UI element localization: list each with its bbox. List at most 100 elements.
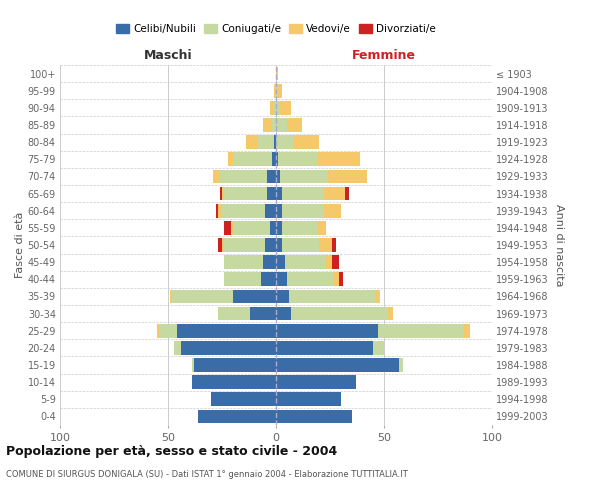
Bar xyxy=(276,272,287,286)
Bar xyxy=(198,410,276,424)
Y-axis label: Anni di nascita: Anni di nascita xyxy=(554,204,565,286)
Bar xyxy=(272,118,276,132)
Bar xyxy=(289,290,376,304)
Bar xyxy=(175,341,181,354)
Bar xyxy=(268,170,276,183)
Bar xyxy=(399,358,403,372)
Bar xyxy=(218,204,222,218)
Bar xyxy=(222,238,224,252)
Bar xyxy=(283,204,323,218)
Text: Maschi: Maschi xyxy=(143,48,193,62)
Bar xyxy=(276,118,287,132)
Bar xyxy=(323,204,341,218)
Bar xyxy=(291,306,388,320)
Bar xyxy=(224,186,268,200)
Bar xyxy=(377,324,464,338)
Bar xyxy=(263,256,276,269)
Bar xyxy=(269,101,274,114)
Bar xyxy=(269,221,276,234)
Bar xyxy=(276,186,283,200)
Bar xyxy=(229,152,233,166)
Bar xyxy=(276,376,356,389)
Bar xyxy=(276,101,280,114)
Bar xyxy=(388,306,392,320)
Bar xyxy=(233,290,276,304)
Bar xyxy=(284,256,326,269)
Bar xyxy=(280,170,328,183)
Bar xyxy=(214,170,220,183)
Text: COMUNE DI SIURGUS DONIGALA (SU) - Dati ISTAT 1° gennaio 2004 - Elaborazione TUTT: COMUNE DI SIURGUS DONIGALA (SU) - Dati I… xyxy=(6,470,408,479)
Bar xyxy=(224,256,263,269)
Bar xyxy=(276,66,278,80)
Bar xyxy=(278,152,317,166)
Bar xyxy=(323,186,345,200)
Bar xyxy=(272,152,276,166)
Bar xyxy=(261,272,276,286)
Bar xyxy=(376,290,380,304)
Y-axis label: Fasce di età: Fasce di età xyxy=(14,212,25,278)
Bar xyxy=(276,238,283,252)
Bar xyxy=(250,306,276,320)
Bar xyxy=(222,204,265,218)
Bar xyxy=(233,152,272,166)
Bar xyxy=(265,238,276,252)
Bar xyxy=(276,410,352,424)
Bar xyxy=(224,221,230,234)
Bar xyxy=(274,84,276,98)
Bar xyxy=(276,290,289,304)
Bar xyxy=(224,238,265,252)
Bar xyxy=(328,170,367,183)
Bar xyxy=(276,392,341,406)
Bar xyxy=(338,272,343,286)
Bar xyxy=(211,392,276,406)
Text: Femmine: Femmine xyxy=(352,48,416,62)
Bar xyxy=(176,324,276,338)
Bar xyxy=(319,238,332,252)
Bar xyxy=(276,256,284,269)
Bar xyxy=(283,238,319,252)
Bar xyxy=(332,256,338,269)
Bar xyxy=(257,136,274,149)
Bar xyxy=(276,204,283,218)
Bar xyxy=(181,341,276,354)
Bar xyxy=(222,186,224,200)
Bar xyxy=(283,186,323,200)
Bar xyxy=(265,204,276,218)
Bar xyxy=(274,101,276,114)
Bar xyxy=(276,324,377,338)
Bar xyxy=(278,84,283,98)
Bar xyxy=(246,136,257,149)
Bar xyxy=(170,290,172,304)
Bar xyxy=(276,358,399,372)
Bar xyxy=(218,238,222,252)
Bar xyxy=(345,186,349,200)
Bar xyxy=(276,152,278,166)
Bar xyxy=(464,324,470,338)
Bar xyxy=(334,272,338,286)
Text: Popolazione per età, sesso e stato civile - 2004: Popolazione per età, sesso e stato civil… xyxy=(6,445,337,458)
Bar xyxy=(157,324,160,338)
Bar xyxy=(224,272,261,286)
Bar xyxy=(283,221,317,234)
Bar xyxy=(293,136,319,149)
Bar xyxy=(172,290,233,304)
Bar xyxy=(317,152,360,166)
Bar xyxy=(192,376,276,389)
Bar xyxy=(233,221,269,234)
Bar xyxy=(287,118,302,132)
Bar xyxy=(268,186,276,200)
Bar xyxy=(230,221,233,234)
Bar xyxy=(194,358,276,372)
Bar xyxy=(276,306,291,320)
Bar xyxy=(317,221,326,234)
Bar xyxy=(276,170,280,183)
Bar xyxy=(276,136,293,149)
Bar xyxy=(192,358,194,372)
Legend: Celibi/Nubili, Coniugati/e, Vedovi/e, Divorziati/e: Celibi/Nubili, Coniugati/e, Vedovi/e, Di… xyxy=(112,20,440,38)
Bar xyxy=(280,101,291,114)
Bar xyxy=(263,118,272,132)
Bar xyxy=(220,186,222,200)
Bar xyxy=(160,324,176,338)
Bar xyxy=(373,341,384,354)
Bar xyxy=(276,84,278,98)
